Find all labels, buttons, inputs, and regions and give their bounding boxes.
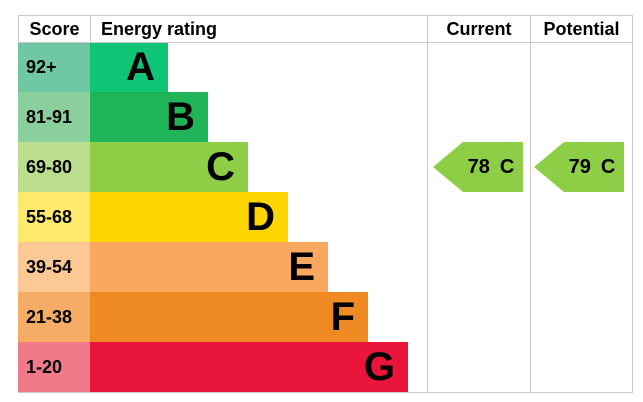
potential-rating-value: 79 [568,155,591,178]
column-header-potential: Potential [543,19,620,39]
band-row-g: 1-20 G [18,342,408,392]
divider-score-right [90,15,91,43]
band-bar-a: A [90,42,168,92]
band-row-c: 69-80 C [18,142,408,192]
score-range-label: 81-91 [18,92,90,142]
band-bar-b: B [90,92,208,142]
score-range-label: 39-54 [18,242,90,292]
divider-rating-right [427,15,428,393]
score-range-label: 92+ [18,42,90,92]
column-header-current: Current [446,19,512,39]
potential-rating-arrow: 79 C [534,142,624,192]
divider-bottom [18,392,633,393]
current-rating-value: 78 [467,155,490,178]
band-row-f: 21-38 F [18,292,408,342]
band-row-d: 55-68 D [18,192,408,242]
divider-header-bottom [18,42,633,43]
column-header-rating: Energy rating [101,19,218,39]
column-header-score: Score [29,19,80,39]
score-range-label: 1-20 [18,342,90,392]
divider-right [632,15,633,393]
current-rating-letter: C [499,155,515,178]
score-range-label: 21-38 [18,292,90,342]
band-bar-c: C [90,142,248,192]
divider-current-right [530,15,531,393]
band-row-a: 92+ A [18,42,408,92]
band-bar-g: G [90,342,408,392]
divider-top [18,15,633,16]
band-row-b: 81-91 B [18,92,408,142]
band-row-e: 39-54 E [18,242,408,292]
band-bar-f: F [90,292,368,342]
band-bar-d: D [90,192,288,242]
epc-energy-rating-chart: Score Energy rating Current Potential 92… [18,15,633,393]
band-rows: 92+ A 81-91 B 69-80 C 55-68 D 39-54 E 21-38 F 1-20 G [18,42,408,392]
score-range-label: 69-80 [18,142,90,192]
divider-left [18,15,19,43]
potential-rating-letter: C [600,155,616,178]
band-bar-e: E [90,242,328,292]
score-range-label: 55-68 [18,192,90,242]
current-rating-arrow: 78 C [433,142,523,192]
